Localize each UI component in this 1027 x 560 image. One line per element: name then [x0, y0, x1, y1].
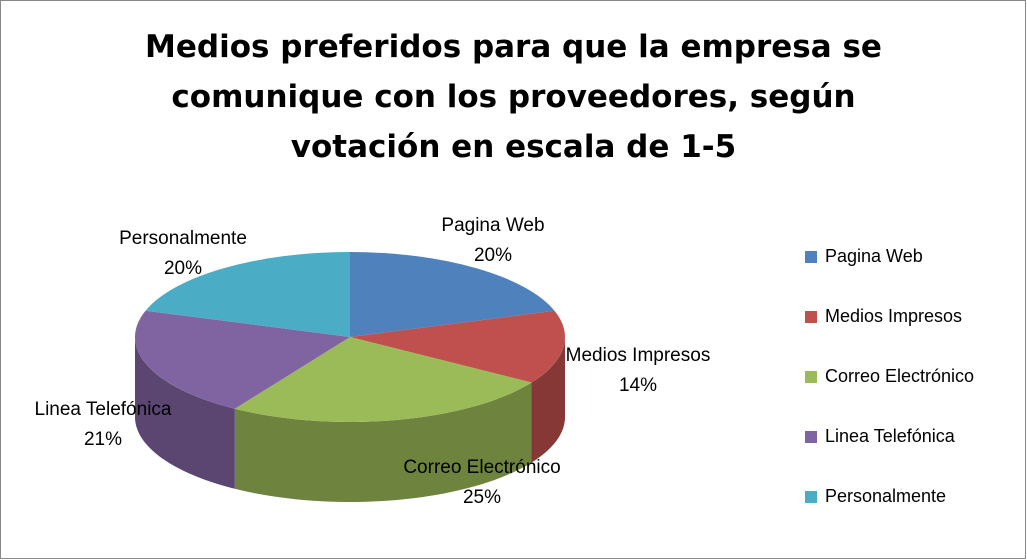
slice [145, 252, 350, 337]
data-label-name: Correo Electrónico [403, 457, 560, 478]
chart-title: Medios preferidos para que la empresa se… [145, 29, 882, 165]
data-label: 21% [84, 429, 122, 450]
legend-swatch [805, 311, 817, 323]
legend-swatch [805, 491, 817, 503]
data-label: 25% [463, 487, 501, 508]
slice-side [135, 337, 235, 489]
data-label-name: Pagina Web [441, 215, 544, 236]
legend-swatch [805, 431, 817, 443]
slice-side [531, 337, 565, 463]
data-label-name: Linea Telefónica [35, 399, 172, 420]
legend-label: Correo Electrónico [825, 366, 974, 386]
legend-label: Personalmente [825, 486, 946, 506]
legend-swatch [805, 251, 817, 263]
legend-label: Medios Impresos [825, 306, 962, 326]
data-label: 14% [619, 375, 657, 396]
legend-label: Pagina Web [825, 246, 923, 266]
data-label: 20% [474, 245, 512, 266]
data-label: 20% [164, 258, 202, 279]
slice [234, 337, 532, 423]
slice-side [234, 382, 532, 502]
data-label-name: Medios Impresos [566, 345, 711, 366]
data-label-name: Personalmente [119, 228, 247, 249]
title-box: Medios preferidos para que la empresa se… [145, 29, 882, 165]
slice [350, 310, 566, 383]
slice [350, 252, 555, 337]
legend-swatch [805, 371, 817, 383]
slice [135, 310, 350, 409]
legend-label: Linea Telefónica [825, 426, 956, 446]
